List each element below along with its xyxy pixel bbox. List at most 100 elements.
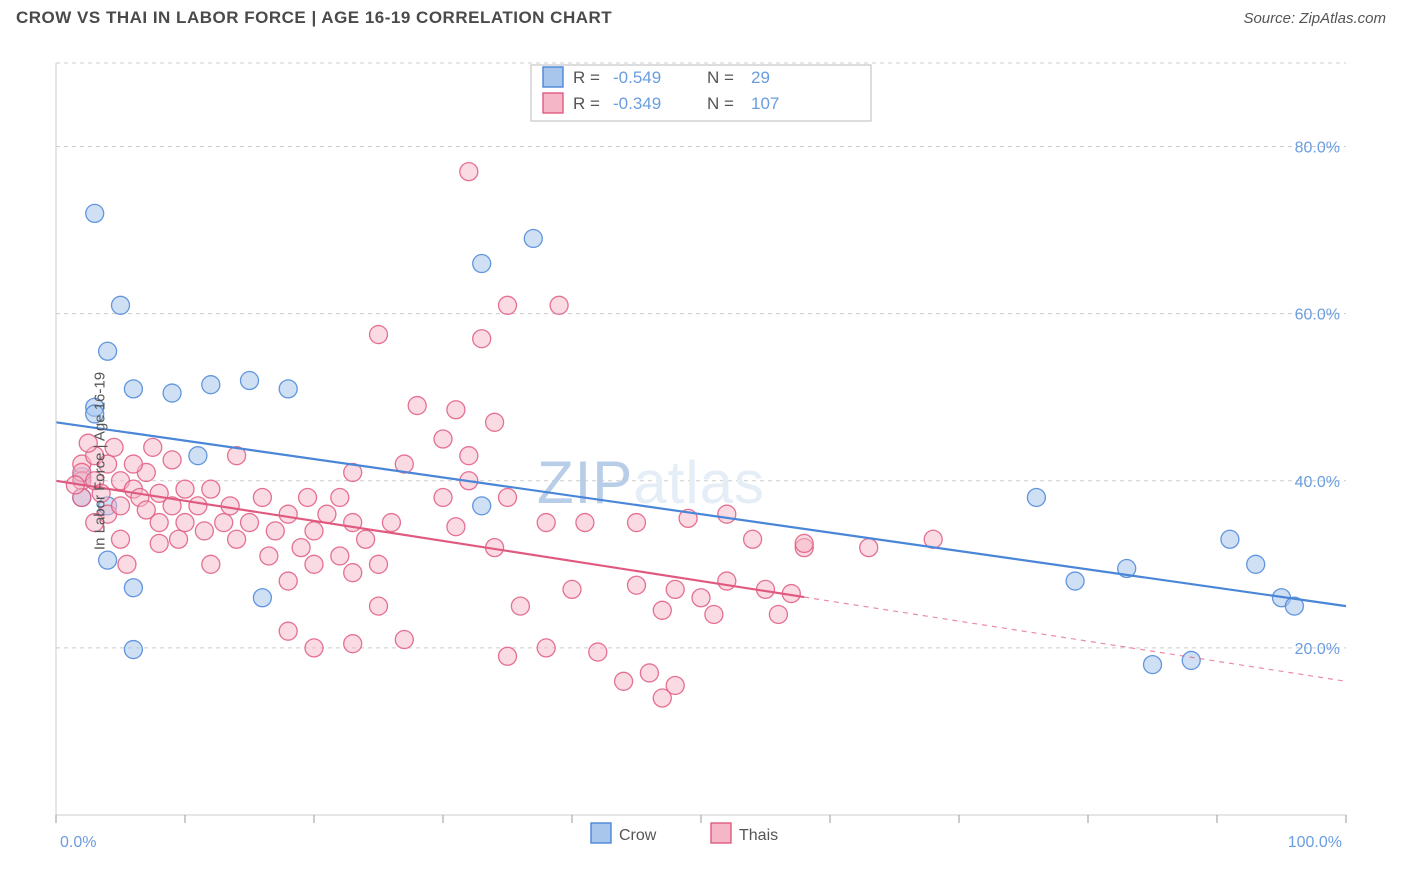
scatter-point [486,413,504,431]
scatter-point [370,555,388,573]
scatter-chart: 20.0%40.0%60.0%80.0%ZIPatlas0.0%100.0%R … [16,45,1398,875]
source-label: Source: ZipAtlas.com [1243,10,1386,27]
scatter-point [628,576,646,594]
scatter-point [550,296,568,314]
legend-r-label: R = [573,94,600,113]
scatter-point [202,480,220,498]
scatter-point [124,380,142,398]
scatter-point [215,514,233,532]
scatter-point [86,204,104,222]
scatter-point [511,597,529,615]
scatter-point [408,397,426,415]
scatter-point [1144,656,1162,674]
scatter-point [666,580,684,598]
scatter-point [176,514,194,532]
scatter-point [279,505,297,523]
scatter-point [195,522,213,540]
scatter-point [189,497,207,515]
scatter-point [795,534,813,552]
legend-series-label: Crow [619,827,657,844]
x-axis-min-label: 0.0% [60,834,96,851]
scatter-point [253,488,271,506]
trend-line-dashed [804,597,1346,681]
scatter-point [241,372,259,390]
scatter-point [279,380,297,398]
legend-swatch [711,823,731,843]
legend-swatch [591,823,611,843]
y-tick-label: 20.0% [1295,641,1340,658]
scatter-point [112,296,130,314]
scatter-point [589,643,607,661]
scatter-point [576,514,594,532]
legend-r-value: -0.349 [613,94,661,113]
legend-n-label: N = [707,68,734,87]
scatter-point [537,639,555,657]
scatter-point [318,505,336,523]
scatter-point [99,551,117,569]
scatter-point [460,163,478,181]
scatter-point [260,547,278,565]
scatter-point [718,572,736,590]
scatter-point [299,488,317,506]
scatter-point [718,505,736,523]
scatter-point [357,530,375,548]
scatter-point [692,589,710,607]
legend-series-label: Thais [739,827,778,844]
scatter-point [395,631,413,649]
scatter-point [112,497,130,515]
legend-n-value: 107 [751,94,779,113]
scatter-point [537,514,555,532]
scatter-point [202,376,220,394]
scatter-point [99,342,117,360]
scatter-point [434,488,452,506]
scatter-point [615,672,633,690]
scatter-point [1066,572,1084,590]
scatter-point [524,229,542,247]
scatter-point [305,639,323,657]
scatter-point [344,564,362,582]
scatter-point [292,539,310,557]
scatter-point [370,326,388,344]
scatter-point [705,605,723,623]
scatter-point [124,641,142,659]
scatter-point [118,555,136,573]
scatter-point [499,488,517,506]
scatter-point [163,451,181,469]
scatter-point [150,514,168,532]
scatter-point [170,530,188,548]
scatter-point [241,514,259,532]
y-tick-label: 80.0% [1295,140,1340,157]
scatter-point [176,480,194,498]
scatter-point [331,488,349,506]
scatter-point [1221,530,1239,548]
scatter-point [150,534,168,552]
scatter-point [124,455,142,473]
legend-r-label: R = [573,68,600,87]
scatter-point [640,664,658,682]
scatter-point [202,555,220,573]
scatter-point [860,539,878,557]
scatter-point [382,514,400,532]
scatter-point [1182,651,1200,669]
y-tick-label: 60.0% [1295,307,1340,324]
scatter-point [112,530,130,548]
legend-swatch [543,93,563,113]
scatter-point [473,497,491,515]
x-axis-max-label: 100.0% [1288,834,1342,851]
scatter-point [499,647,517,665]
scatter-point [769,605,787,623]
scatter-point [460,447,478,465]
scatter-point [1027,488,1045,506]
legend-n-value: 29 [751,68,770,87]
scatter-point [499,296,517,314]
legend-swatch [543,67,563,87]
scatter-point [305,555,323,573]
scatter-point [331,547,349,565]
scatter-point [279,622,297,640]
scatter-point [370,597,388,615]
scatter-point [279,572,297,590]
scatter-point [124,579,142,597]
scatter-point [344,635,362,653]
scatter-point [473,330,491,348]
chart-title: CROW VS THAI IN LABOR FORCE | AGE 16-19 … [16,8,612,28]
